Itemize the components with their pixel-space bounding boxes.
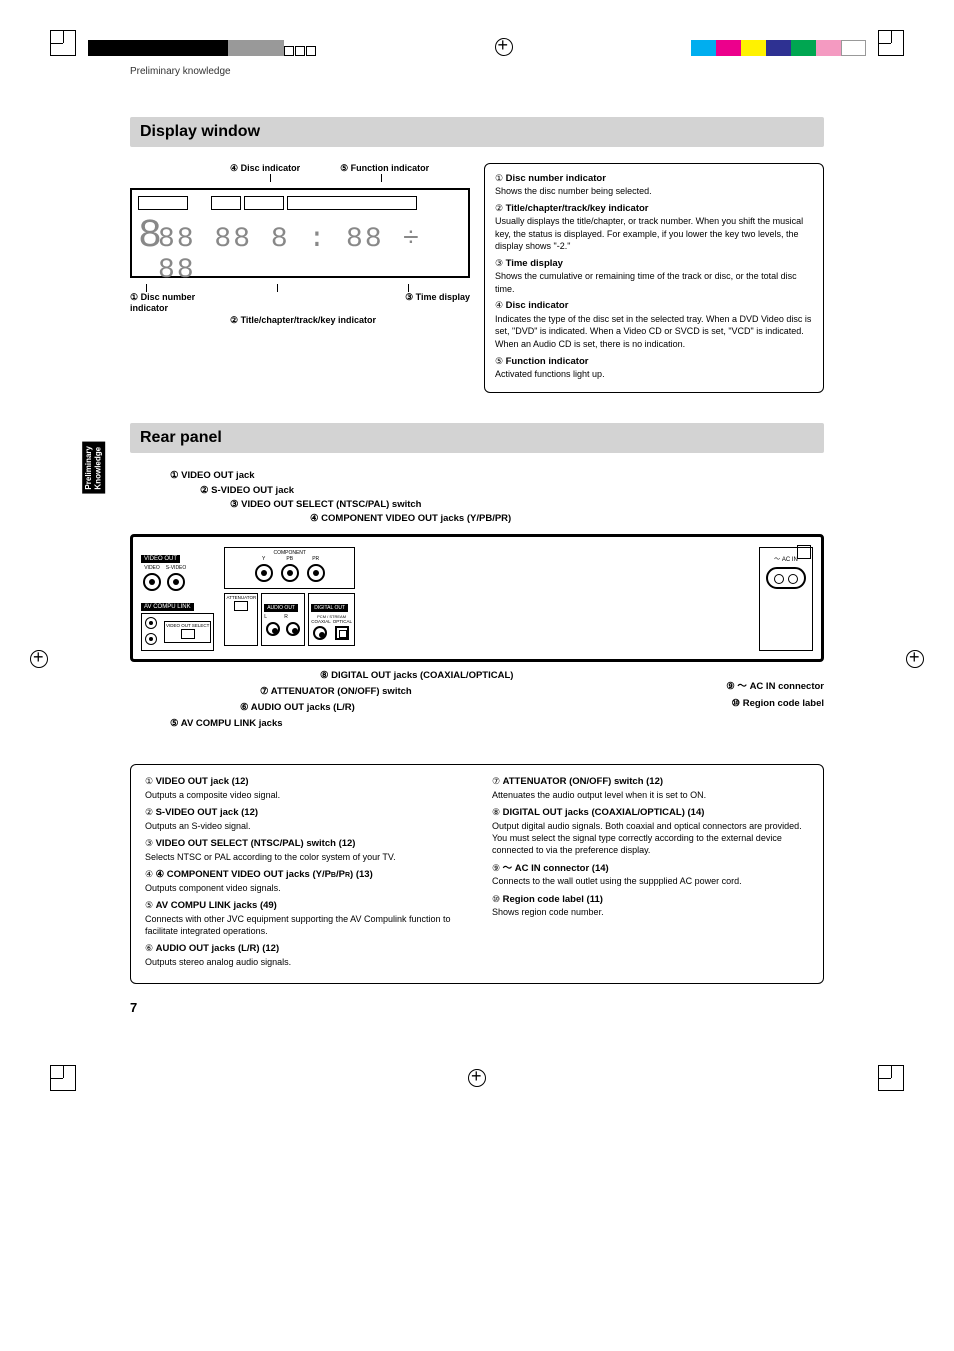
section-rear-panel: Rear panel (130, 423, 824, 453)
crop-mark-tr (878, 30, 904, 56)
page-content: Preliminary knowledge Display window ④ D… (0, 56, 954, 1045)
rr-2-t: DIGITAL OUT jacks (COAXIAL/OPTICAL) (14) (503, 807, 705, 818)
desc-4: Indicates the type of the disc set in th… (495, 314, 811, 349)
rr-2: Output digital audio signals. Both coaxi… (492, 821, 802, 831)
label-function-indicator: ⑤ Function indicator (340, 163, 429, 174)
rr-4-t: Region code label (11) (503, 894, 603, 905)
y-jack (255, 564, 273, 582)
side-tab-line2: Knowledge (94, 446, 103, 489)
reg-target-bottom (468, 1069, 486, 1087)
crop-mark-bl (50, 1065, 76, 1091)
rr-3-t: 〜 AC IN connector (14) (503, 863, 609, 874)
crop-mark-br (878, 1065, 904, 1091)
rl-1-t: VIDEO OUT jack (12) (156, 776, 249, 787)
desc-2: Usually displays the title/chapter, or t… (495, 216, 803, 251)
rl-5-t: AV COMPU LINK jacks (49) (156, 900, 277, 911)
rl-1: Outputs a composite video signal. (145, 790, 280, 800)
desc-1-title: Disc number indicator (506, 173, 606, 184)
rl-6: Outputs stereo analog audio signals. (145, 957, 291, 967)
desc-1: Shows the disc number being selected. (495, 186, 652, 196)
desc-4-title: Disc indicator (506, 300, 569, 311)
display-panel: 888 88 8 : 88 ÷ 88 (130, 188, 470, 278)
bottom-registration-marks (0, 1045, 954, 1121)
rear-bottom-callouts: ⑧ DIGITAL OUT jacks (COAXIAL/OPTICAL) ⑦ … (130, 670, 824, 750)
callout-4: ④ COMPONENT VIDEO OUT jacks (Y/PB/PR) (310, 512, 824, 526)
reg-target-left (30, 650, 48, 668)
side-tab: Preliminary Knowledge (82, 442, 105, 494)
callout-6: ⑥ AUDIO OUT jacks (L/R) (240, 702, 355, 713)
callout-8: ⑧ DIGITAL OUT jacks (COAXIAL/OPTICAL) (320, 670, 513, 681)
rear-panel-diagram: VIDEO OUT VIDEO S-VIDEO AV COMPU LINK VI… (130, 534, 824, 662)
reg-gray (228, 40, 284, 56)
callout-1: ① VIDEO OUT jack (170, 469, 824, 483)
label-title-chapter: ② Title/chapter/track/key indicator (230, 315, 376, 325)
rl-4-t: ④ COMPONENT VIDEO OUT jacks (Y/PB/PR) (1… (156, 869, 373, 880)
seven-segment: 888 88 8 : 88 ÷ 88 (138, 214, 462, 286)
rl-2: Outputs an S-video signal. (145, 821, 251, 831)
label-video-out: VIDEO OUT (141, 555, 180, 563)
callout-2: ② S-VIDEO OUT jack (200, 484, 824, 498)
label-disc-indicator: ④ Disc indicator (230, 163, 300, 174)
callout-5: ⑤ AV COMPU LINK jacks (170, 718, 283, 729)
desc-5: Activated functions light up. (495, 369, 605, 379)
desc-3-title: Time display (506, 258, 563, 269)
video-jack (143, 573, 161, 591)
desc-5-title: Function indicator (506, 356, 589, 367)
audio-l-jack (266, 622, 280, 636)
pb-jack (281, 564, 299, 582)
rl-2-t: S-VIDEO OUT jack (12) (156, 807, 258, 818)
side-tab-line1: Preliminary (84, 446, 93, 490)
compu-jack-2 (145, 633, 157, 645)
reg-target-top (495, 38, 513, 56)
coaxial-jack (313, 626, 327, 640)
top-registration-marks (0, 0, 954, 56)
display-diagram: ④ Disc indicator ⑤ Function indicator 88… (130, 163, 470, 393)
reg-black (88, 40, 228, 56)
label-time-display: ③ Time display (405, 292, 470, 313)
crop-mark-tl (50, 30, 76, 56)
rl-3: Selects NTSC or PAL according to the col… (145, 852, 396, 862)
rl-6-t: AUDIO OUT jacks (L/R) (12) (156, 943, 280, 954)
rl-5: Connects with other JVC equipment suppor… (145, 914, 451, 936)
rr-3: Connects to the wall outlet using the su… (492, 876, 742, 886)
attenuator-switch (234, 601, 248, 611)
callout-7: ⑦ ATTENUATOR (ON/OFF) switch (260, 686, 412, 697)
reg-target-right (906, 650, 924, 668)
rr-2b: You must select the signal type correctl… (492, 833, 782, 855)
desc-2-title: Title/chapter/track/key indicator (506, 203, 649, 214)
audio-r-jack (286, 622, 300, 636)
ac-in-group: 〜 AC IN (759, 547, 813, 651)
callout-10: ⑩ Region code label (732, 698, 824, 709)
pr-jack (307, 564, 325, 582)
breadcrumb: Preliminary knowledge (130, 66, 824, 77)
rr-1: Attenuates the audio output level when i… (492, 790, 706, 800)
region-code-label-icon (797, 545, 811, 559)
page-number: 7 (130, 1000, 824, 1015)
rl-4: Outputs component video signals. (145, 883, 281, 893)
display-descriptions: ① Disc number indicatorShows the disc nu… (484, 163, 824, 393)
rear-top-callouts: ① VIDEO OUT jack ② S-VIDEO OUT jack ③ VI… (170, 469, 824, 526)
callout-9: ⑨ 〜 AC IN connector (726, 678, 824, 692)
rear-descriptions: ① VIDEO OUT jack (12)Outputs a composite… (130, 764, 824, 984)
rr-4: Shows region code number. (492, 907, 604, 917)
callout-3: ③ VIDEO OUT SELECT (NTSC/PAL) switch (230, 498, 824, 512)
svideo-jack (167, 573, 185, 591)
rr-1-t: ATTENUATOR (ON/OFF) switch (12) (503, 776, 663, 787)
desc-3: Shows the cumulative or remaining time o… (495, 271, 797, 294)
video-select-switch (181, 629, 195, 639)
optical-jack (335, 626, 349, 640)
ac-in-jack (766, 567, 806, 589)
section-display-window: Display window (130, 117, 824, 147)
label-disc-number: ① Disc number indicator (130, 292, 220, 313)
rl-3-t: VIDEO OUT SELECT (NTSC/PAL) switch (12) (156, 838, 356, 849)
label-av-compu: AV COMPU LINK (141, 603, 194, 611)
compu-jack-1 (145, 617, 157, 629)
